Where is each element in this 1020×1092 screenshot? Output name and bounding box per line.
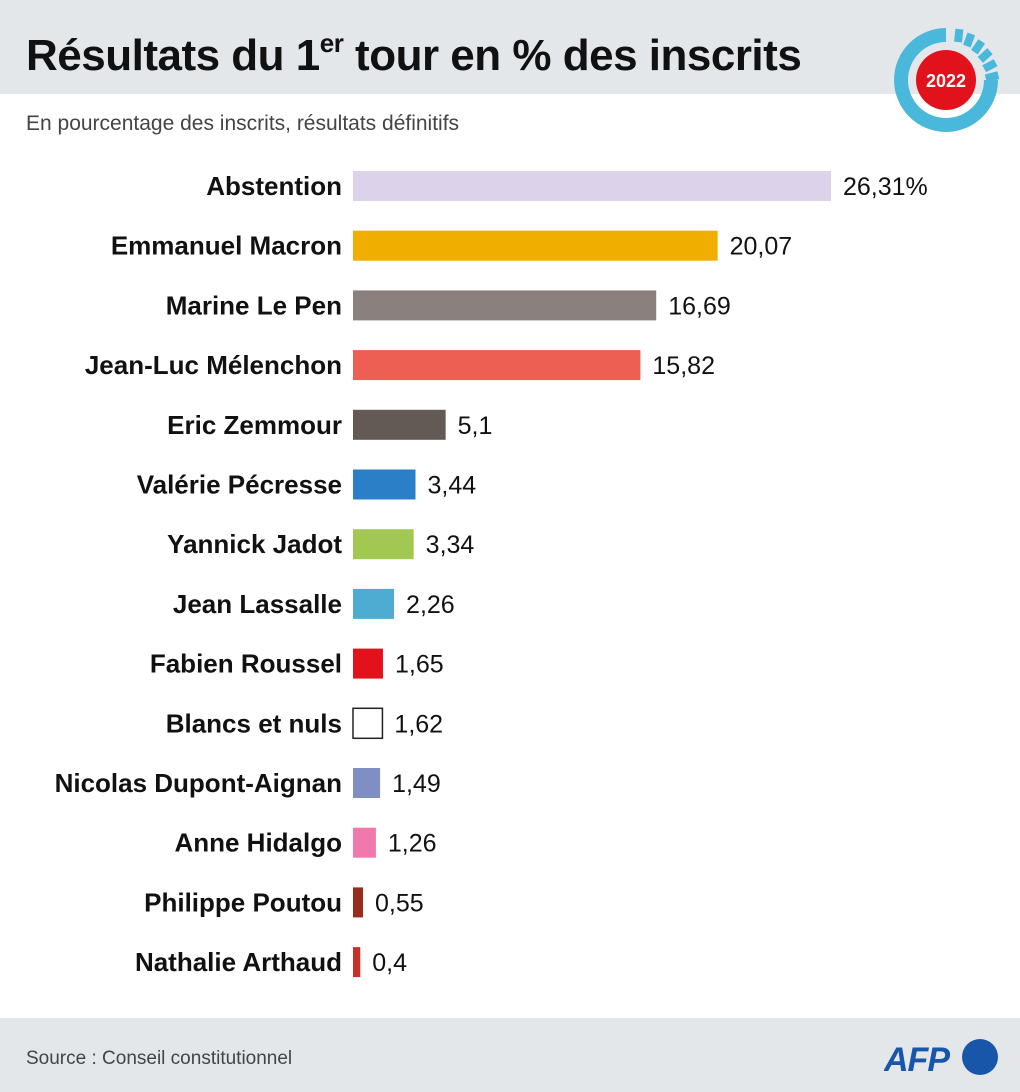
value-label: 20,07 <box>730 233 793 261</box>
category-label: Jean Lassalle <box>173 589 342 619</box>
category-label: Valérie Pécresse <box>137 470 342 500</box>
bar <box>353 290 657 321</box>
bar <box>353 887 363 918</box>
category-label: Philippe Poutou <box>144 887 342 917</box>
value-label: 5,1 <box>458 412 493 440</box>
bar <box>353 588 395 619</box>
value-label: 3,44 <box>427 472 476 500</box>
election-2022-logo: 2022 <box>894 28 1000 132</box>
category-label: Jean-Luc Mélenchon <box>85 350 342 380</box>
category-label: Nathalie Arthaud <box>135 947 342 977</box>
subtitle: En pourcentage des inscrits, résultats d… <box>26 112 460 135</box>
category-label: Marine Le Pen <box>166 290 342 320</box>
category-label: Abstention <box>206 171 342 201</box>
bar <box>353 409 446 440</box>
category-label: Emmanuel Macron <box>111 231 342 261</box>
category-label: Fabien Roussel <box>150 649 342 679</box>
value-label: 16,69 <box>668 292 731 320</box>
bar <box>353 768 381 798</box>
category-label: Yannick Jadot <box>167 529 342 559</box>
value-label: 1,65 <box>395 651 444 679</box>
bar <box>353 827 376 858</box>
category-label: Blancs et nuls <box>166 708 342 738</box>
bar <box>353 350 641 381</box>
bar <box>353 947 361 978</box>
value-label: 0,4 <box>372 949 407 977</box>
chart-title: Résultats du 1er tour en % des inscrits <box>26 28 802 81</box>
title-text: Résultats du 1 <box>26 31 320 80</box>
source-note: Source : Conseil constitutionnel <box>26 1048 293 1069</box>
footer-band <box>0 1018 1020 1092</box>
value-label: 1,62 <box>394 710 443 738</box>
category-label: Eric Zemmour <box>167 410 342 440</box>
bar <box>353 529 414 560</box>
bar <box>353 230 718 261</box>
bar <box>352 707 384 740</box>
value-label: 0,55 <box>375 889 424 917</box>
value-label: 3,34 <box>426 531 475 559</box>
logo-year: 2022 <box>926 71 966 91</box>
value-label: 1,49 <box>392 770 441 798</box>
value-label: 26,31% <box>843 173 928 201</box>
bar <box>353 648 383 679</box>
afp-logo-text: AFP <box>884 1041 950 1078</box>
value-label: 1,26 <box>388 830 437 858</box>
category-label: Nicolas Dupont-Aignan <box>55 768 342 798</box>
title-text-rest: tour en % des inscrits <box>343 31 802 80</box>
afp-logo: AFP <box>884 1039 998 1078</box>
category-label: Anne Hidalgo <box>174 828 342 858</box>
title-superscript: er <box>319 28 344 58</box>
bar <box>353 171 831 201</box>
value-label: 15,82 <box>652 352 715 380</box>
bar-chart: Abstention 26,31% Emmanuel Macron 20,07 Mari… <box>55 171 928 978</box>
bar <box>353 469 416 500</box>
value-label: 2,26 <box>406 591 455 619</box>
header-band <box>0 0 1020 94</box>
